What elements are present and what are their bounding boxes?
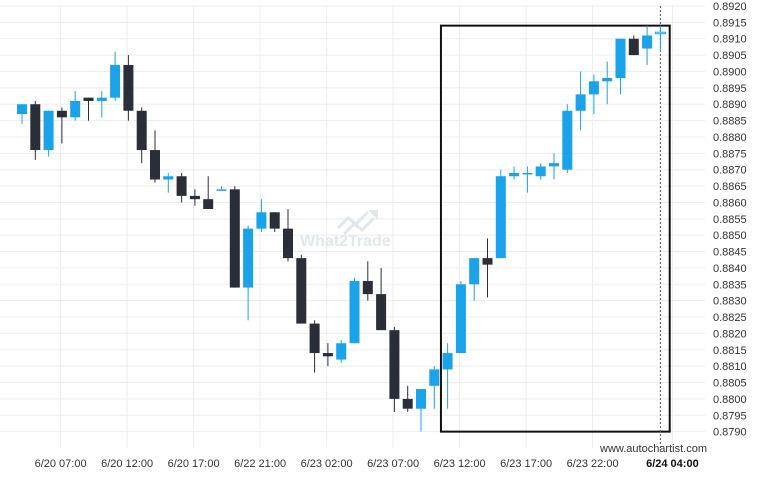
candle-body: [642, 35, 653, 49]
y-tick-label: 0.8880: [713, 132, 747, 144]
candle-body: [17, 104, 27, 115]
highlight-box: [439, 24, 671, 433]
candle-body: [549, 163, 559, 167]
y-tick-label: 0.8835: [713, 279, 747, 291]
highlight-layer: [439, 6, 671, 448]
candles: [17, 25, 666, 432]
y-tick-label: 0.8830: [713, 296, 747, 308]
y-tick-label: 0.8920: [713, 1, 747, 13]
candle-body: [469, 258, 480, 285]
candle-body: [389, 330, 400, 399]
y-tick-label: 0.8855: [713, 214, 747, 226]
candle-body: [522, 172, 533, 175]
candle-body: [654, 31, 666, 35]
candle-body: [229, 189, 240, 288]
candle-body: [163, 176, 174, 180]
candle-body: [189, 195, 200, 200]
y-tick-label: 0.8885: [713, 116, 747, 128]
candle-body: [535, 166, 546, 177]
x-tick-label: 6/20 12:00: [101, 458, 153, 470]
candle-body: [575, 94, 586, 111]
candle-body: [216, 189, 227, 191]
candle-body: [429, 369, 440, 386]
candle-body: [283, 228, 293, 259]
candle-body: [176, 176, 187, 196]
candle-body: [56, 110, 67, 118]
y-tick-label: 0.8840: [713, 263, 747, 275]
candle-body: [30, 104, 41, 151]
y-tick-label: 0.8850: [713, 230, 747, 242]
y-tick-label: 0.8815: [713, 345, 747, 357]
candle-body: [416, 389, 426, 409]
x-tick-label: 6/23 02:00: [301, 458, 353, 470]
candle-body: [322, 353, 333, 357]
grid: [0, 5, 705, 448]
y-tick-label: 0.8915: [713, 17, 747, 29]
y-tick-label: 0.8895: [713, 83, 747, 95]
y-tick-label: 0.8820: [713, 328, 747, 340]
y-tick-label: 0.8865: [713, 181, 747, 193]
candle-body: [96, 97, 107, 101]
candle-body: [123, 64, 134, 111]
candle-body: [150, 150, 160, 180]
x-tick-label: 6/23 17:00: [500, 458, 552, 470]
x-tick-label: 6/23 12:00: [434, 458, 486, 470]
candle-body: [83, 97, 94, 101]
x-tick-label: 6/22 21:00: [234, 458, 286, 470]
candle-body: [602, 78, 613, 82]
candle-body: [628, 38, 639, 56]
y-tick-label: 0.8870: [713, 165, 747, 177]
watermark: What2Trade: [300, 210, 391, 250]
y-axis: 0.8790 0.8795 0.8800 0.8805 0.8810 0.8815 0.88…: [713, 1, 747, 439]
candle-body: [495, 176, 506, 259]
y-tick-label: 0.8810: [713, 361, 747, 373]
candle-body: [110, 64, 121, 98]
y-tick-label: 0.8790: [713, 427, 747, 439]
y-tick-label: 0.8845: [713, 247, 747, 259]
candle-body: [588, 81, 599, 95]
candle-body: [70, 100, 81, 118]
y-tick-label: 0.8890: [713, 99, 747, 111]
y-tick-label: 0.8795: [713, 410, 747, 422]
candle-body: [349, 281, 360, 344]
candle-body: [482, 258, 493, 265]
candle-body: [203, 199, 214, 209]
candle-body: [376, 294, 387, 331]
candle-body: [442, 353, 453, 370]
candle-body: [615, 38, 626, 79]
candle-body: [362, 281, 373, 295]
x-tick-label: 6/24 04:00: [646, 458, 699, 470]
watermark-icon: [336, 210, 378, 236]
y-tick-label: 0.8805: [713, 378, 747, 390]
candle-body: [562, 110, 573, 170]
candle-body: [336, 343, 347, 360]
x-tick-label: 6/20 17:00: [168, 458, 220, 470]
watermark-text: What2Trade: [300, 233, 391, 250]
x-tick-label: 6/23 07:00: [367, 458, 419, 470]
y-tick-label: 0.8905: [713, 50, 747, 62]
y-tick-label: 0.8800: [713, 394, 747, 406]
candle-body: [309, 323, 320, 354]
y-tick-label: 0.8910: [713, 34, 747, 46]
candle-body: [43, 110, 54, 151]
candle-body: [256, 212, 267, 229]
source-credit: www.autochartist.com: [599, 443, 707, 455]
y-tick-label: 0.8860: [713, 197, 747, 209]
x-axis: 6/20 07:00 6/20 12:00 6/20 17:00 6/22 21:00…: [35, 458, 699, 470]
x-tick-label: 6/23 22:00: [567, 458, 619, 470]
candle-body: [402, 398, 413, 409]
candle-body: [243, 228, 254, 288]
y-tick-label: 0.8900: [713, 66, 747, 78]
candle-body: [455, 284, 466, 354]
candle-body: [269, 212, 280, 229]
y-tick-label: 0.8825: [713, 312, 747, 324]
y-tick-label: 0.8875: [713, 148, 747, 160]
candle-body: [136, 110, 147, 151]
candle-body: [509, 172, 520, 177]
candle-body: [296, 258, 307, 324]
x-tick-label: 6/20 07:00: [35, 458, 87, 470]
